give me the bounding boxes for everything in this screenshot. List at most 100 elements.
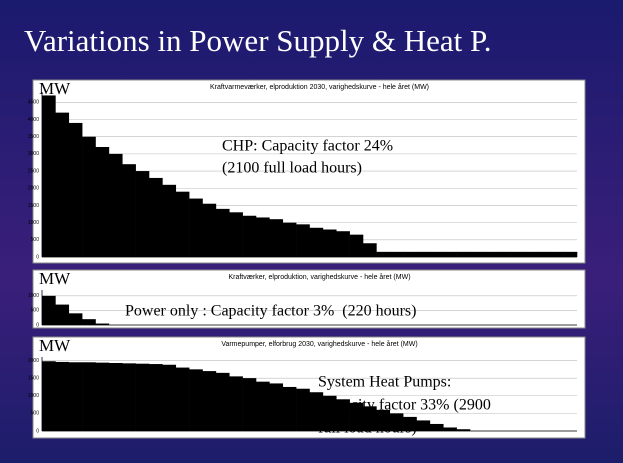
annotation: full load hours) xyxy=(318,420,417,437)
bar xyxy=(470,251,484,257)
bar xyxy=(429,251,444,257)
bar xyxy=(363,243,377,257)
chart-title: Varmepumper, elforbrug 2030, varighedsku… xyxy=(221,340,417,348)
bar xyxy=(403,416,417,431)
bar xyxy=(416,420,431,431)
bar xyxy=(376,251,391,257)
bar xyxy=(95,323,110,325)
bar xyxy=(122,363,136,431)
bar xyxy=(483,251,498,257)
bar xyxy=(269,383,284,431)
y-tick-label: 2000 xyxy=(28,186,39,192)
bar xyxy=(162,184,177,257)
bar xyxy=(536,251,551,257)
bar xyxy=(376,409,391,431)
y-tick-label: 1000 xyxy=(28,293,39,299)
annotation: Capacity factor 33% (2900 xyxy=(318,397,491,414)
bar xyxy=(443,427,457,431)
y-tick-label: 3000 xyxy=(28,151,39,157)
bar xyxy=(242,378,257,431)
bar xyxy=(336,231,350,257)
y-tick-label: 2000 xyxy=(28,358,39,364)
bar xyxy=(429,423,444,431)
bar xyxy=(189,198,203,257)
bar xyxy=(256,217,270,257)
annotation: System Heat Pumps: xyxy=(318,374,451,391)
bar xyxy=(82,319,96,325)
bar xyxy=(256,381,270,431)
bar xyxy=(523,251,538,257)
y-tick-label: 500 xyxy=(31,237,40,243)
bar xyxy=(309,392,324,431)
bar xyxy=(42,295,56,325)
bar xyxy=(215,372,230,431)
bar xyxy=(68,122,83,257)
bar xyxy=(149,364,163,431)
bar xyxy=(336,399,350,431)
y-tick-label: 1500 xyxy=(28,375,39,381)
bar xyxy=(42,95,56,257)
bar xyxy=(363,406,377,431)
y-tick-label: 3500 xyxy=(28,134,39,140)
bar xyxy=(82,136,96,257)
bar xyxy=(496,251,511,257)
bar xyxy=(322,395,337,431)
bar xyxy=(108,153,123,257)
bar xyxy=(510,251,524,257)
bar xyxy=(42,361,56,431)
bar xyxy=(95,147,110,257)
bar xyxy=(162,364,177,431)
bar xyxy=(296,224,310,257)
y-tick-label: 4500 xyxy=(28,100,39,106)
slide-title: Variations in Power Supply & Heat P. xyxy=(24,23,492,58)
chart-panel xyxy=(32,269,586,329)
bar xyxy=(55,112,70,257)
bar xyxy=(135,171,150,257)
y-tick-label: 0 xyxy=(36,428,39,434)
bar xyxy=(349,234,364,257)
bar xyxy=(175,191,190,257)
bar xyxy=(456,429,471,431)
axis-unit: MW xyxy=(39,269,71,288)
bar xyxy=(242,215,257,257)
bar xyxy=(135,363,150,431)
bar xyxy=(322,229,337,257)
bar xyxy=(403,251,417,257)
bar xyxy=(55,304,70,325)
axis-unit: MW xyxy=(39,336,71,355)
bar xyxy=(389,413,404,431)
annotation: Power only : Capacity factor 3% (220 hou… xyxy=(125,303,416,320)
bar xyxy=(296,388,310,431)
bar xyxy=(202,203,217,257)
bar xyxy=(82,362,96,431)
annotation: CHP: Capacity factor 24% xyxy=(222,138,393,155)
y-tick-label: 4000 xyxy=(28,117,39,123)
y-tick-label: 2500 xyxy=(28,168,39,174)
bar xyxy=(108,362,123,431)
bar xyxy=(550,251,564,257)
annotation: (2100 full load hours) xyxy=(222,160,362,177)
bar xyxy=(416,251,431,257)
bar xyxy=(175,367,190,431)
bar xyxy=(349,402,364,431)
bar xyxy=(309,227,324,257)
bar xyxy=(149,177,163,257)
y-tick-label: 1000 xyxy=(28,393,39,399)
y-tick-label: 500 xyxy=(31,308,40,314)
bar xyxy=(55,361,70,431)
bar xyxy=(122,164,136,257)
chart-title: Kraftvarmeværker, elproduktion 2030, var… xyxy=(210,83,429,91)
bar xyxy=(189,369,203,431)
chart-title: Kraftværker, elproduktion, varighedskurv… xyxy=(228,273,410,281)
axis-unit: MW xyxy=(39,79,71,98)
bar xyxy=(282,386,297,431)
bar xyxy=(282,222,297,257)
y-tick-label: 0 xyxy=(36,322,39,328)
bar xyxy=(389,251,404,257)
bar xyxy=(443,251,457,257)
bar xyxy=(269,219,284,257)
y-tick-label: 1000 xyxy=(28,220,39,226)
bar xyxy=(95,362,110,431)
y-tick-label: 0 xyxy=(36,254,39,260)
